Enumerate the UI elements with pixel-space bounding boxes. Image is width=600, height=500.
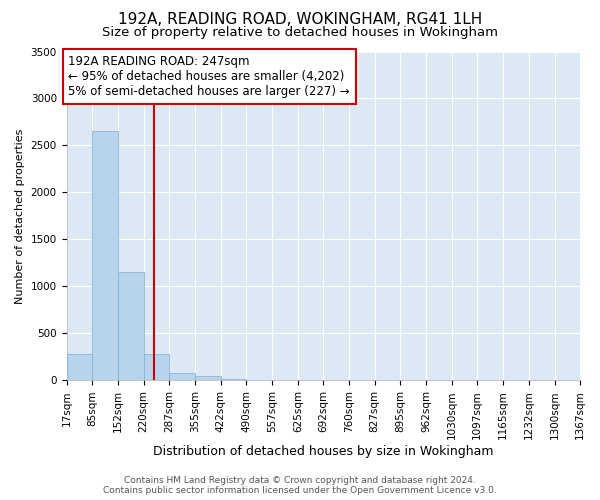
Bar — [67, 354, 92, 380]
Text: Contains HM Land Registry data © Crown copyright and database right 2024.
Contai: Contains HM Land Registry data © Crown c… — [103, 476, 497, 495]
Bar — [195, 376, 221, 380]
Text: Size of property relative to detached houses in Wokingham: Size of property relative to detached ho… — [102, 26, 498, 39]
Y-axis label: Number of detached properties: Number of detached properties — [15, 128, 25, 304]
Text: 192A, READING ROAD, WOKINGHAM, RG41 1LH: 192A, READING ROAD, WOKINGHAM, RG41 1LH — [118, 12, 482, 28]
Bar — [92, 132, 118, 380]
X-axis label: Distribution of detached houses by size in Wokingham: Distribution of detached houses by size … — [153, 444, 494, 458]
Bar — [144, 354, 169, 380]
Bar — [221, 378, 247, 380]
Text: 192A READING ROAD: 247sqm
← 95% of detached houses are smaller (4,202)
5% of sem: 192A READING ROAD: 247sqm ← 95% of detac… — [68, 56, 350, 98]
Bar — [118, 272, 144, 380]
Bar — [169, 373, 195, 380]
